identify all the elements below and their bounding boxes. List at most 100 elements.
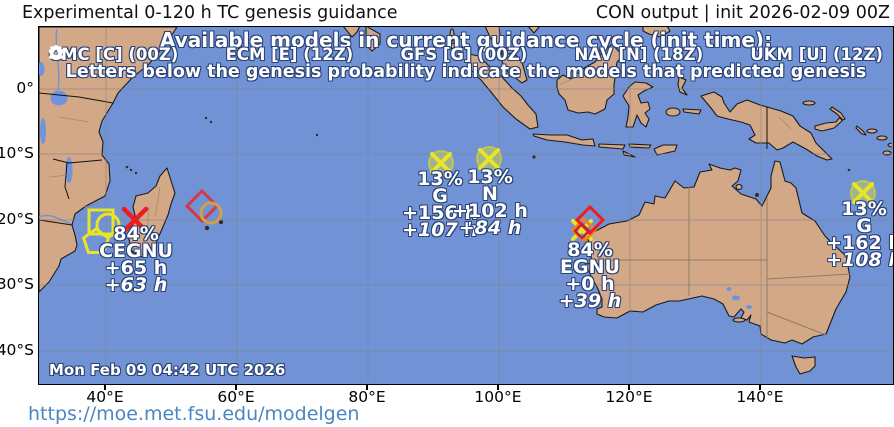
ecm-diamond-marker bbox=[570, 216, 598, 244]
genesis-percent: 13% bbox=[417, 168, 463, 190]
lat-tick-30s: 30°S bbox=[0, 275, 34, 293]
lon-tickmark bbox=[235, 385, 237, 390]
africa-landmass bbox=[39, 27, 178, 293]
triangle-icon bbox=[49, 45, 63, 59]
australia-state-borders bbox=[585, 187, 851, 338]
genesis-hours-italic: +108 h bbox=[826, 249, 893, 271]
java bbox=[532, 133, 596, 147]
header-available-models: Available models in current guidance cyc… bbox=[159, 28, 773, 52]
genesis-hours-italic: +63 h bbox=[104, 274, 168, 296]
genesis-hours: +0 h bbox=[565, 273, 615, 295]
kangaroo-island bbox=[732, 317, 746, 323]
flores bbox=[628, 143, 652, 149]
lat-tick-0: 0° bbox=[16, 79, 34, 97]
ecm-diamond-marker bbox=[184, 188, 220, 224]
header-letters-note: Letters below the genesis probability in… bbox=[65, 62, 867, 82]
lon-tick-100e: 100°E bbox=[474, 388, 522, 406]
lon-tickmark bbox=[366, 385, 368, 390]
genesis-models: CEGNU bbox=[99, 240, 173, 262]
genesis-models: EGNU bbox=[560, 256, 620, 278]
genesis-models: G bbox=[856, 215, 872, 237]
legend-label: CMC [C] (00Z) bbox=[49, 45, 179, 64]
map-canvas[interactable]: Available models in current guidance cyc… bbox=[38, 26, 894, 385]
lon-tick-120e: 120°E bbox=[605, 388, 653, 406]
genesis-hours-italic: +107 h bbox=[402, 219, 478, 241]
genesis-percent: 13% bbox=[841, 198, 887, 220]
andaman-islands bbox=[449, 28, 455, 42]
map-timestamp: Mon Feb 09 04:42 UTC 2026 bbox=[49, 361, 286, 379]
lat-tick-40s: 40°S bbox=[0, 341, 34, 359]
genesis-percent: 84% bbox=[567, 239, 613, 261]
legend-label: ECM [E] (12Z) bbox=[225, 45, 354, 64]
small-red-diamond-marker bbox=[573, 222, 591, 240]
solomon-island bbox=[876, 135, 888, 141]
genesis-hours: +156 h bbox=[402, 202, 478, 224]
modelgen-link[interactable]: https://moe.met.fsu.edu/modelgen bbox=[28, 403, 360, 425]
lon-tickmark bbox=[497, 385, 499, 390]
legend-label: GFS [G] (00Z) bbox=[400, 45, 528, 64]
sri-lanka bbox=[365, 27, 381, 52]
lon-tick-140e: 140°E bbox=[736, 388, 784, 406]
madagascar bbox=[127, 167, 176, 258]
indochina-tip bbox=[528, 27, 540, 34]
solomon-island bbox=[866, 128, 878, 134]
genesis-markers bbox=[81, 146, 876, 254]
ecm-diamond-marker bbox=[574, 204, 606, 236]
legend-label: UKM [U] (12Z) bbox=[750, 45, 883, 64]
gridlines bbox=[39, 27, 892, 383]
init-cycle-info: CON output | init 2026-02-09 00Z bbox=[595, 3, 890, 23]
genesis-hours-italic: +84 h bbox=[458, 217, 522, 239]
nav-pentagon-marker bbox=[81, 227, 111, 254]
genesis-x-marker-red bbox=[121, 206, 149, 234]
genesis-label-central-io-west: 13% G +156 h +107 h bbox=[402, 168, 478, 241]
genesis-x-marker-yellow bbox=[430, 152, 452, 174]
genesis-label-coral-sea: 13% G +162 h +108 h bbox=[826, 198, 893, 271]
legend-item-ukm: UKM [U] (12Z) bbox=[49, 45, 883, 64]
sumatra bbox=[467, 53, 539, 130]
genesis-label-madagascar: 84% CEGNU +65 h +63 h bbox=[99, 223, 173, 296]
genesis-hours-italic: +39 h bbox=[558, 290, 622, 312]
lat-tick-20s: 20°S bbox=[0, 210, 34, 228]
lat-tick-10s: 10°S bbox=[0, 144, 34, 162]
model-legend: CMC [C] (00Z) ECM [E] (12Z) GFS [G] (00Z… bbox=[49, 45, 883, 64]
australia bbox=[584, 160, 851, 345]
nicobar-islands bbox=[450, 42, 456, 52]
genesis-models: N bbox=[482, 183, 498, 205]
basemap bbox=[39, 27, 892, 383]
buru bbox=[665, 107, 681, 117]
genesis-hours: +162 h bbox=[826, 232, 893, 254]
genesis-hours: +102 h bbox=[452, 200, 528, 222]
genesis-hours: +65 h bbox=[104, 257, 168, 279]
genesis-percent: 13% bbox=[467, 166, 513, 188]
bougainville bbox=[855, 125, 867, 136]
country-borders bbox=[39, 92, 768, 226]
admiralty-islands bbox=[802, 100, 816, 106]
genesis-label-west-australia: 84% EGNU +0 h +39 h bbox=[558, 239, 622, 312]
malay-peninsula bbox=[484, 27, 528, 84]
legend-label: NAV [N] (18Z) bbox=[574, 45, 704, 64]
lon-tick-40e: 40°E bbox=[86, 388, 124, 406]
lon-tick-60e: 60°E bbox=[217, 388, 255, 406]
solomon-island bbox=[887, 142, 892, 148]
small-islands bbox=[125, 116, 851, 231]
genesis-x-marker-yellow bbox=[478, 148, 500, 170]
groote-eylandt bbox=[735, 183, 743, 191]
lon-tickmark bbox=[759, 385, 761, 390]
gfs-circle-marker bbox=[199, 201, 223, 225]
genesis-label-central-io-east: 13% N +102 h +84 h bbox=[452, 166, 528, 239]
lon-tick-80e: 80°E bbox=[348, 388, 386, 406]
new-britain bbox=[814, 116, 843, 132]
genesis-x-marker-yellow bbox=[852, 182, 874, 204]
seram bbox=[682, 108, 702, 115]
page-title: Experimental 0-120 h TC genesis guidance bbox=[22, 3, 398, 23]
new-ireland bbox=[829, 106, 846, 121]
tasmania bbox=[791, 355, 816, 375]
genesis-percent: 84% bbox=[113, 223, 159, 245]
bali-sumbawa-chain bbox=[598, 143, 626, 150]
india-tip bbox=[343, 27, 361, 38]
genesis-models: G bbox=[432, 185, 448, 207]
lon-tickmark bbox=[628, 385, 630, 390]
mindanao bbox=[642, 27, 671, 38]
lon-tickmark bbox=[104, 385, 106, 390]
